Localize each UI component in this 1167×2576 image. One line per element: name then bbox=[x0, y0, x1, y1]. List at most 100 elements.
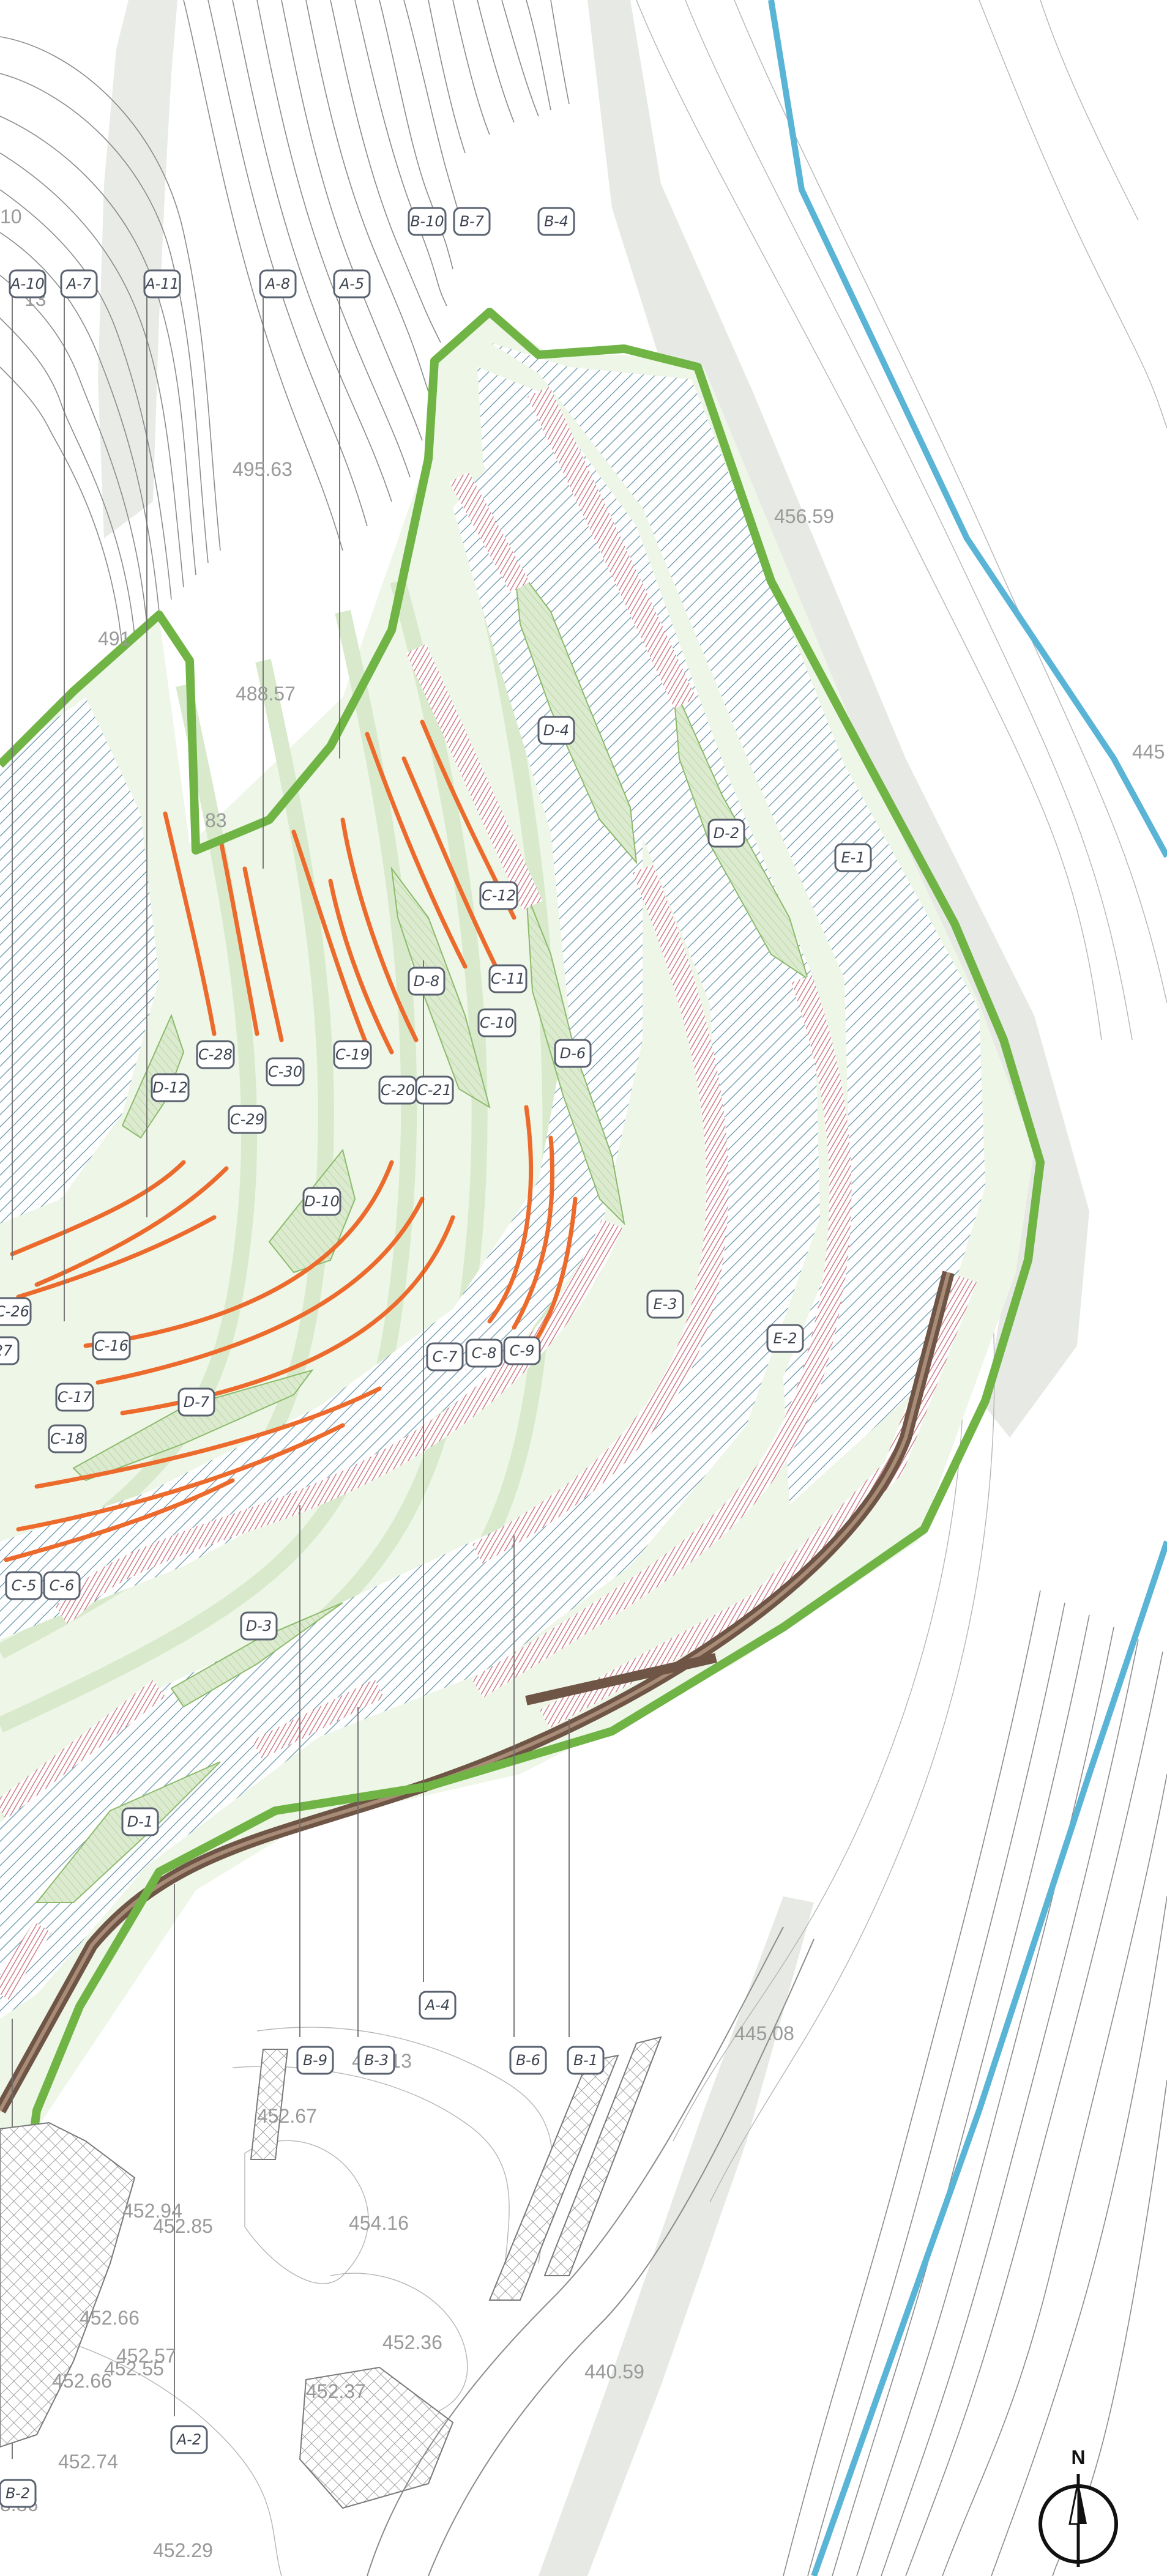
svg-text:A-7: A-7 bbox=[65, 275, 92, 292]
tag-b4: B-4 bbox=[537, 207, 575, 236]
tag-d8: D-8 bbox=[408, 967, 446, 996]
tag-b1: B-1 bbox=[567, 2046, 605, 2075]
svg-text:C-16: C-16 bbox=[94, 1337, 129, 1354]
tag-b3: B-3 bbox=[357, 2046, 395, 2075]
svg-text:C-8: C-8 bbox=[472, 1345, 497, 1362]
svg-text:C-26: C-26 bbox=[0, 1303, 29, 1320]
tag-c20: C-20 bbox=[378, 1075, 417, 1105]
tag-e1: E-1 bbox=[834, 843, 872, 872]
elevation-label: 495.63 bbox=[233, 458, 293, 480]
svg-text:C-6: C-6 bbox=[50, 1577, 75, 1594]
svg-text:D-3: D-3 bbox=[246, 1617, 272, 1635]
svg-text:A-10: A-10 bbox=[9, 275, 45, 292]
tag-e2: E-2 bbox=[766, 1324, 804, 1353]
north-label: N bbox=[1071, 2446, 1085, 2468]
tag-a7: A-7 bbox=[60, 269, 98, 299]
elevation-label: 456.59 bbox=[774, 505, 834, 527]
elevation-label: 452.37 bbox=[306, 2380, 366, 2402]
tag-c6: C-6 bbox=[43, 1571, 81, 1600]
svg-text:C-5: C-5 bbox=[12, 1577, 37, 1594]
elevation-label: 452.74 bbox=[58, 2451, 118, 2473]
tag-c27: 27 bbox=[0, 1336, 20, 1365]
elevation-label: 452.66 bbox=[52, 2370, 112, 2392]
svg-text:E-3: E-3 bbox=[653, 1296, 677, 1313]
tag-d3: D-3 bbox=[240, 1611, 278, 1641]
svg-text:A-2: A-2 bbox=[176, 2431, 201, 2448]
tag-d4: D-4 bbox=[537, 716, 575, 745]
svg-text:B-9: B-9 bbox=[303, 2052, 327, 2069]
tag-c17: C-17 bbox=[55, 1383, 94, 1412]
zone-red-hatch bbox=[0, 386, 977, 2000]
elevation-label: 452.85 bbox=[153, 2215, 213, 2237]
tag-c30: C-30 bbox=[266, 1057, 305, 1086]
svg-text:D-1: D-1 bbox=[127, 1813, 153, 1830]
zone-c-lines bbox=[4, 719, 578, 1562]
tag-d10: D-10 bbox=[302, 1187, 341, 1216]
tag-c16: C-16 bbox=[92, 1331, 131, 1360]
tag-c8: C-8 bbox=[465, 1338, 503, 1368]
contour-lines-hillside bbox=[0, 0, 570, 649]
tag-c21: C-21 bbox=[415, 1075, 454, 1105]
svg-text:A-5: A-5 bbox=[338, 275, 364, 292]
leader-lines bbox=[12, 294, 570, 2459]
tag-a4: A-4 bbox=[419, 1991, 457, 2020]
tag-c11: C-11 bbox=[488, 964, 528, 993]
svg-text:C-18: C-18 bbox=[50, 1430, 84, 1447]
site-boundary bbox=[0, 308, 1045, 2265]
svg-text:C-7: C-7 bbox=[433, 1348, 458, 1365]
svg-text:D-2: D-2 bbox=[714, 825, 739, 842]
elevation-label: 488.57 bbox=[236, 683, 296, 705]
elevation-label: 452.55 bbox=[104, 2358, 164, 2380]
svg-text:B-7: B-7 bbox=[460, 213, 485, 230]
svg-text:B-2: B-2 bbox=[6, 2485, 30, 2502]
svg-text:B-10: B-10 bbox=[410, 213, 444, 230]
tag-a2: A-2 bbox=[170, 2425, 208, 2454]
elevation-label: 445.08 bbox=[734, 2022, 794, 2044]
elevation-labels: 10 13 495.63 491 488.57 83 456.59 445 45… bbox=[0, 206, 1165, 2561]
svg-text:D-6: D-6 bbox=[560, 1045, 586, 1062]
area-tags: A-10 A-7 A-11 A-8 A-5 B-10 B-7 B-4 E-1 D… bbox=[0, 207, 872, 2508]
elevation-label: 83 bbox=[205, 809, 227, 831]
svg-text:D-12: D-12 bbox=[152, 1079, 188, 1096]
svg-text:C-10: C-10 bbox=[480, 1014, 514, 1031]
svg-text:B-6: B-6 bbox=[516, 2052, 540, 2069]
tag-c19: C-19 bbox=[333, 1040, 372, 1069]
tag-d1: D-1 bbox=[121, 1807, 159, 1836]
tag-a11: A-11 bbox=[143, 269, 181, 299]
elevation-label: 491 bbox=[98, 628, 130, 650]
tag-a10: A-10 bbox=[9, 269, 47, 299]
svg-text:B-1: B-1 bbox=[573, 2052, 598, 2069]
tag-e3: E-3 bbox=[646, 1290, 684, 1319]
elevation-label: 452.67 bbox=[257, 2105, 317, 2127]
svg-text:C-30: C-30 bbox=[268, 1063, 302, 1080]
svg-text:C-11: C-11 bbox=[491, 970, 525, 987]
svg-text:A-4: A-4 bbox=[424, 1997, 450, 2014]
svg-text:A-8: A-8 bbox=[264, 275, 290, 292]
tag-d7: D-7 bbox=[177, 1387, 215, 1417]
river-lines bbox=[768, 0, 1167, 2576]
elevation-label: 10 bbox=[0, 206, 22, 228]
elevation-label: 452.66 bbox=[80, 2307, 140, 2329]
tag-d12: D-12 bbox=[151, 1073, 190, 1102]
tag-c18: C-18 bbox=[48, 1424, 87, 1453]
tag-c12: C-12 bbox=[479, 881, 518, 910]
elevation-label: 452.29 bbox=[153, 2539, 213, 2561]
tag-c29: C-29 bbox=[228, 1105, 267, 1134]
svg-text:D-8: D-8 bbox=[414, 973, 439, 990]
tag-c9: C-9 bbox=[503, 1336, 541, 1365]
elevation-label: 445 bbox=[1132, 741, 1165, 763]
svg-text:E-1: E-1 bbox=[841, 849, 865, 866]
tag-d2: D-2 bbox=[707, 818, 745, 848]
retaining-wall bbox=[0, 1271, 955, 2114]
elevation-label: 452.57 bbox=[116, 2345, 176, 2367]
elevation-label: 452.94 bbox=[122, 2200, 182, 2222]
tag-c5: C-5 bbox=[5, 1571, 43, 1600]
svg-text:D-4: D-4 bbox=[543, 722, 569, 739]
svg-text:D-7: D-7 bbox=[184, 1394, 210, 1411]
tag-a5: A-5 bbox=[333, 269, 371, 299]
svg-text:B-4: B-4 bbox=[544, 213, 569, 230]
svg-text:C-17: C-17 bbox=[58, 1389, 92, 1406]
tag-b2: B-2 bbox=[0, 2479, 37, 2508]
tag-d6: D-6 bbox=[554, 1039, 592, 1068]
